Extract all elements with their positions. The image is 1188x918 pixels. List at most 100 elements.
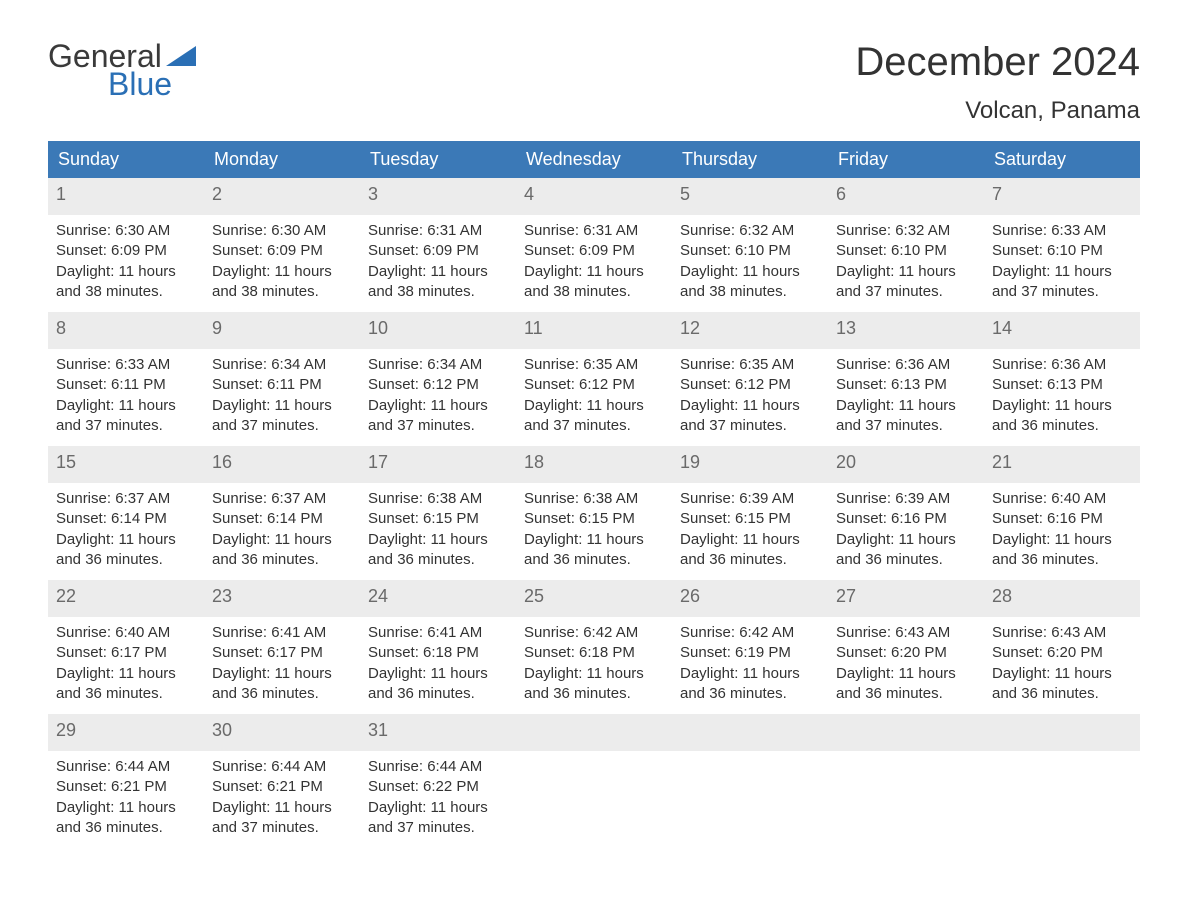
day-number: 17 — [360, 446, 516, 483]
day-number: 20 — [828, 446, 984, 483]
daylight-line: Daylight: 11 hours and 36 minutes. — [680, 664, 820, 705]
sunrise-line: Sunrise: 6:44 AM — [212, 757, 352, 777]
day-number: 16 — [204, 446, 360, 483]
day-cell: Sunrise: 6:38 AMSunset: 6:15 PMDaylight:… — [360, 483, 516, 580]
day-cell: Sunrise: 6:32 AMSunset: 6:10 PMDaylight:… — [672, 215, 828, 312]
day-number: 15 — [48, 446, 204, 483]
day-cell — [984, 751, 1140, 848]
day-number-row: 293031 — [48, 714, 1140, 751]
sunset-line: Sunset: 6:18 PM — [368, 643, 508, 663]
day-number: 1 — [48, 178, 204, 215]
sunset-line: Sunset: 6:09 PM — [212, 241, 352, 261]
day-number: 24 — [360, 580, 516, 617]
day-number — [672, 714, 828, 751]
sunrise-line: Sunrise: 6:33 AM — [56, 355, 196, 375]
day-cell: Sunrise: 6:35 AMSunset: 6:12 PMDaylight:… — [516, 349, 672, 446]
daylight-line: Daylight: 11 hours and 37 minutes. — [368, 396, 508, 437]
day-number: 11 — [516, 312, 672, 349]
sunset-line: Sunset: 6:11 PM — [212, 375, 352, 395]
day-content-row: Sunrise: 6:44 AMSunset: 6:21 PMDaylight:… — [48, 751, 1140, 848]
sunrise-line: Sunrise: 6:31 AM — [368, 221, 508, 241]
day-number: 30 — [204, 714, 360, 751]
sunrise-line: Sunrise: 6:42 AM — [680, 623, 820, 643]
daylight-line: Daylight: 11 hours and 36 minutes. — [836, 664, 976, 705]
sunrise-line: Sunrise: 6:40 AM — [56, 623, 196, 643]
day-number — [984, 714, 1140, 751]
sunrise-line: Sunrise: 6:30 AM — [56, 221, 196, 241]
day-cell: Sunrise: 6:30 AMSunset: 6:09 PMDaylight:… — [204, 215, 360, 312]
day-cell: Sunrise: 6:38 AMSunset: 6:15 PMDaylight:… — [516, 483, 672, 580]
day-cell: Sunrise: 6:31 AMSunset: 6:09 PMDaylight:… — [360, 215, 516, 312]
sunset-line: Sunset: 6:18 PM — [524, 643, 664, 663]
sunset-line: Sunset: 6:10 PM — [992, 241, 1132, 261]
sunset-line: Sunset: 6:13 PM — [836, 375, 976, 395]
day-cell: Sunrise: 6:36 AMSunset: 6:13 PMDaylight:… — [984, 349, 1140, 446]
daylight-line: Daylight: 11 hours and 38 minutes. — [368, 262, 508, 303]
daylight-line: Daylight: 11 hours and 36 minutes. — [56, 530, 196, 571]
day-cell: Sunrise: 6:34 AMSunset: 6:12 PMDaylight:… — [360, 349, 516, 446]
day-number: 2 — [204, 178, 360, 215]
day-cell: Sunrise: 6:37 AMSunset: 6:14 PMDaylight:… — [48, 483, 204, 580]
day-cell: Sunrise: 6:43 AMSunset: 6:20 PMDaylight:… — [828, 617, 984, 714]
page-header: General Blue December 2024 Volcan, Panam… — [48, 40, 1140, 125]
day-number: 6 — [828, 178, 984, 215]
day-content-row: Sunrise: 6:37 AMSunset: 6:14 PMDaylight:… — [48, 483, 1140, 580]
daylight-line: Daylight: 11 hours and 38 minutes. — [680, 262, 820, 303]
daylight-line: Daylight: 11 hours and 36 minutes. — [212, 664, 352, 705]
calendar: SundayMondayTuesdayWednesdayThursdayFrid… — [48, 141, 1140, 848]
sunrise-line: Sunrise: 6:38 AM — [368, 489, 508, 509]
logo-flag-icon — [166, 46, 196, 66]
day-cell: Sunrise: 6:32 AMSunset: 6:10 PMDaylight:… — [828, 215, 984, 312]
weekday-header: Monday — [204, 141, 360, 178]
day-content-row: Sunrise: 6:33 AMSunset: 6:11 PMDaylight:… — [48, 349, 1140, 446]
sunrise-line: Sunrise: 6:40 AM — [992, 489, 1132, 509]
daylight-line: Daylight: 11 hours and 37 minutes. — [56, 396, 196, 437]
weekday-header: Thursday — [672, 141, 828, 178]
weekday-header: Saturday — [984, 141, 1140, 178]
sunset-line: Sunset: 6:14 PM — [56, 509, 196, 529]
month-title: December 2024 — [855, 40, 1140, 85]
sunrise-line: Sunrise: 6:39 AM — [836, 489, 976, 509]
logo-text-blue: Blue — [108, 68, 196, 100]
day-number: 26 — [672, 580, 828, 617]
sunset-line: Sunset: 6:20 PM — [836, 643, 976, 663]
sunset-line: Sunset: 6:12 PM — [680, 375, 820, 395]
daylight-line: Daylight: 11 hours and 37 minutes. — [524, 396, 664, 437]
sunrise-line: Sunrise: 6:44 AM — [368, 757, 508, 777]
day-cell: Sunrise: 6:44 AMSunset: 6:22 PMDaylight:… — [360, 751, 516, 848]
daylight-line: Daylight: 11 hours and 38 minutes. — [212, 262, 352, 303]
day-number: 12 — [672, 312, 828, 349]
day-number: 27 — [828, 580, 984, 617]
sunrise-line: Sunrise: 6:41 AM — [212, 623, 352, 643]
sunset-line: Sunset: 6:15 PM — [680, 509, 820, 529]
sunset-line: Sunset: 6:19 PM — [680, 643, 820, 663]
day-content-row: Sunrise: 6:40 AMSunset: 6:17 PMDaylight:… — [48, 617, 1140, 714]
daylight-line: Daylight: 11 hours and 37 minutes. — [212, 396, 352, 437]
day-cell: Sunrise: 6:33 AMSunset: 6:10 PMDaylight:… — [984, 215, 1140, 312]
daylight-line: Daylight: 11 hours and 36 minutes. — [56, 664, 196, 705]
title-block: December 2024 Volcan, Panama — [855, 40, 1140, 125]
day-cell — [516, 751, 672, 848]
sunrise-line: Sunrise: 6:31 AM — [524, 221, 664, 241]
sunset-line: Sunset: 6:09 PM — [524, 241, 664, 261]
day-cell: Sunrise: 6:31 AMSunset: 6:09 PMDaylight:… — [516, 215, 672, 312]
logo: General Blue — [48, 40, 196, 100]
daylight-line: Daylight: 11 hours and 37 minutes. — [368, 798, 508, 839]
day-number: 14 — [984, 312, 1140, 349]
sunrise-line: Sunrise: 6:44 AM — [56, 757, 196, 777]
sunset-line: Sunset: 6:16 PM — [992, 509, 1132, 529]
day-number: 3 — [360, 178, 516, 215]
sunrise-line: Sunrise: 6:43 AM — [992, 623, 1132, 643]
sunrise-line: Sunrise: 6:36 AM — [992, 355, 1132, 375]
day-number — [828, 714, 984, 751]
day-content-row: Sunrise: 6:30 AMSunset: 6:09 PMDaylight:… — [48, 215, 1140, 312]
day-cell: Sunrise: 6:44 AMSunset: 6:21 PMDaylight:… — [204, 751, 360, 848]
daylight-line: Daylight: 11 hours and 38 minutes. — [524, 262, 664, 303]
daylight-line: Daylight: 11 hours and 38 minutes. — [56, 262, 196, 303]
daylight-line: Daylight: 11 hours and 37 minutes. — [212, 798, 352, 839]
sunrise-line: Sunrise: 6:39 AM — [680, 489, 820, 509]
sunset-line: Sunset: 6:12 PM — [524, 375, 664, 395]
sunrise-line: Sunrise: 6:36 AM — [836, 355, 976, 375]
day-number-row: 22232425262728 — [48, 580, 1140, 617]
day-cell: Sunrise: 6:40 AMSunset: 6:17 PMDaylight:… — [48, 617, 204, 714]
